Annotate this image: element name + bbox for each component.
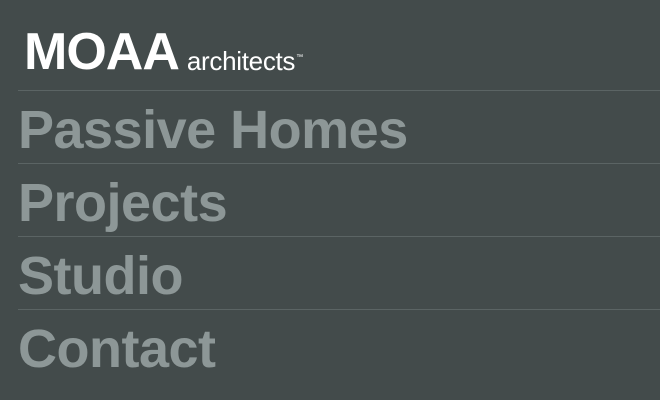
logo-wordmark: MOAA	[24, 23, 180, 81]
trademark-mark: ™	[296, 54, 304, 61]
nav-item-studio[interactable]: Studio	[18, 236, 660, 309]
nav-item-label: Projects	[18, 173, 228, 233]
site-logo[interactable]: MOAA architects ™	[24, 26, 303, 78]
nav-item-projects[interactable]: Projects	[18, 163, 660, 236]
nav-item-label: Contact	[18, 319, 216, 379]
nav-item-passive-homes[interactable]: Passive Homes	[18, 90, 660, 163]
main-navigation: Passive Homes Projects Studio Contact	[0, 90, 660, 382]
logo-suffix: architects	[186, 46, 296, 76]
nav-item-label: Studio	[18, 246, 183, 306]
nav-item-contact[interactable]: Contact	[18, 309, 660, 382]
nav-item-label: Passive Homes	[18, 100, 408, 160]
